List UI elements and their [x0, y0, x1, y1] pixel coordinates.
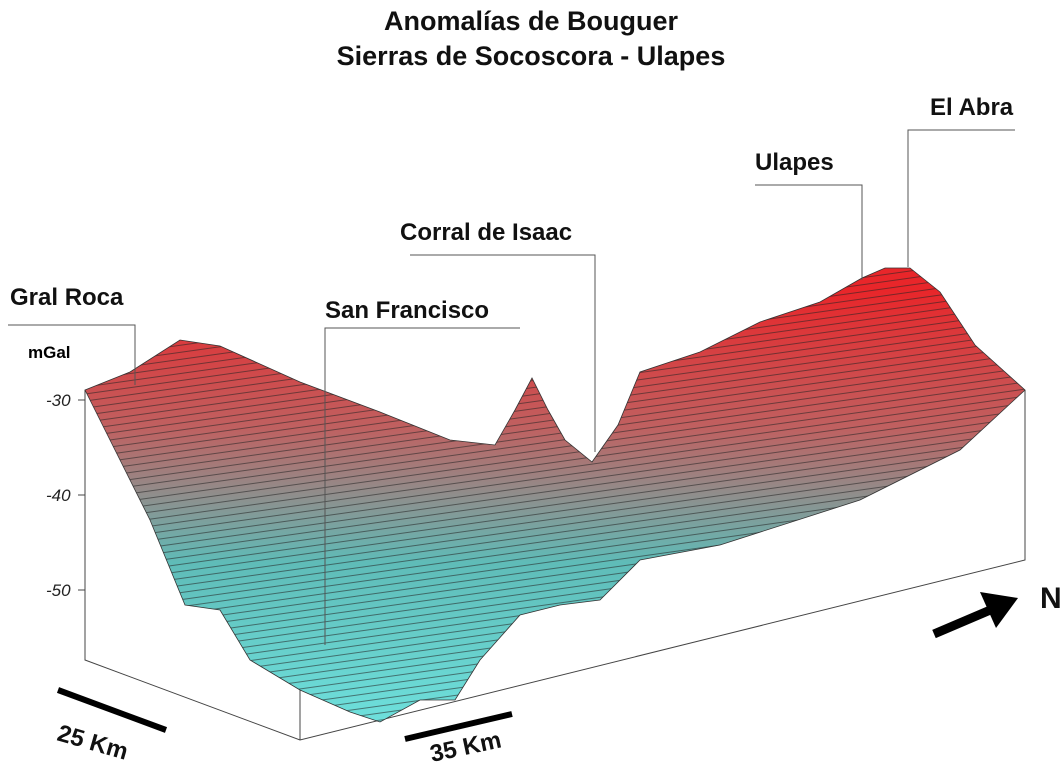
scale-label: 25 Km	[54, 720, 131, 765]
north-label: N	[1040, 582, 1062, 615]
place-label: El Abra	[930, 94, 1014, 121]
leader-lines	[8, 129, 1015, 645]
surface	[84, 267, 1026, 723]
title-line: Anomalías de Bouguer	[384, 6, 679, 36]
tick-label: -30	[46, 391, 71, 410]
place-label: Corral de Isaac	[400, 219, 572, 246]
axis-label: mGal	[28, 343, 71, 362]
tick-label: -50	[46, 581, 71, 600]
scale-bar	[404, 711, 513, 742]
place-label: Ulapes	[755, 149, 834, 176]
scale-bar	[56, 687, 168, 733]
title-line: Sierras de Socoscora - Ulapes	[337, 41, 726, 71]
place-label: Gral Roca	[10, 284, 124, 311]
place-label: San Francisco	[325, 297, 489, 324]
box-frame	[84, 390, 1026, 741]
north-arrow	[932, 592, 1018, 639]
ticks	[78, 399, 85, 591]
tick-label: -40	[46, 486, 71, 505]
